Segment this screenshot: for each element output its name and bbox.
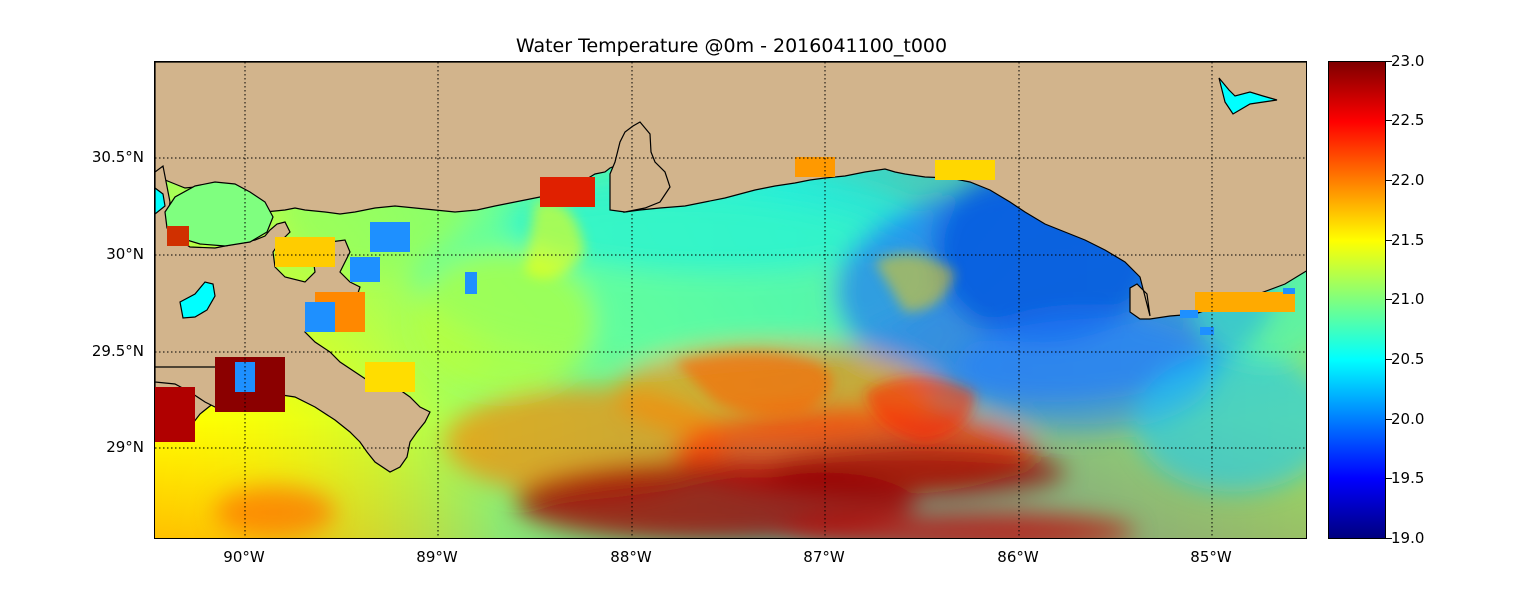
colorbar-tick bbox=[1386, 61, 1392, 62]
plot-title: Water Temperature @0m - 2016041100_t000 bbox=[515, 35, 948, 57]
colorbar-tick bbox=[1386, 180, 1392, 181]
colorbar-label: 22.0 bbox=[1391, 171, 1425, 189]
lon-tick-label: 89°W bbox=[416, 548, 458, 566]
water-bodies bbox=[155, 77, 1278, 319]
colorbar-label: 20.5 bbox=[1391, 350, 1425, 368]
lon-tick-label: 90°W bbox=[223, 548, 265, 566]
colorbar-label: 22.5 bbox=[1391, 111, 1425, 129]
lon-tick-label: 87°W bbox=[803, 548, 845, 566]
colorbar-label: 21.5 bbox=[1391, 231, 1425, 249]
lon-tick-label: 85°W bbox=[1190, 548, 1232, 566]
lake-borgne bbox=[179, 281, 216, 319]
colorbar-label: 23.0 bbox=[1391, 52, 1425, 70]
colorbar-tick bbox=[1386, 478, 1392, 479]
lake-east-top bbox=[1218, 77, 1278, 115]
lat-tick-label: 30.5°N bbox=[91, 148, 144, 166]
colorbar-label: 19.0 bbox=[1391, 529, 1425, 547]
colorbar-tick bbox=[1386, 299, 1392, 300]
lon-tick-label: 88°W bbox=[610, 548, 652, 566]
colorbar-label: 21.0 bbox=[1391, 290, 1425, 308]
lat-tick-label: 29°N bbox=[106, 438, 144, 456]
lat-tick-label: 29.5°N bbox=[91, 342, 144, 360]
lat-tick-label: 30°N bbox=[106, 245, 144, 263]
colorbar-label: 20.0 bbox=[1391, 410, 1425, 428]
colorbar-tick bbox=[1386, 120, 1392, 121]
colorbar-tick bbox=[1386, 538, 1392, 539]
colorbar-tick bbox=[1386, 359, 1392, 360]
colorbar-tick bbox=[1386, 240, 1392, 241]
map-panel bbox=[154, 61, 1307, 539]
temperature-map bbox=[155, 62, 1306, 538]
colorbar-label: 19.5 bbox=[1391, 469, 1425, 487]
land-mobile-bay bbox=[609, 121, 671, 213]
lon-tick-label: 86°W bbox=[997, 548, 1039, 566]
lake-west-edge bbox=[155, 187, 166, 215]
colorbar bbox=[1328, 61, 1386, 539]
colorbar-tick bbox=[1386, 419, 1392, 420]
map-gridlines bbox=[155, 62, 1306, 538]
